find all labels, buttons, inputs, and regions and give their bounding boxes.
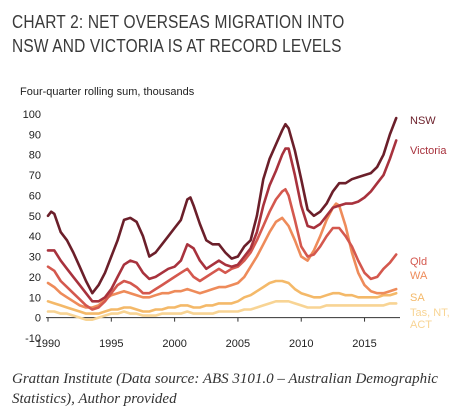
source-caption: Grattan Institute (Data source: ABS 3101… [12,371,438,407]
chart-title: CHART 2: NET OVERSEAS MIGRATION INTO NSW… [12,12,345,56]
y-tick-label: 90 [29,129,41,141]
x-tick-label: 1995 [99,338,123,350]
series-line-wa [46,202,398,309]
series-line-tas-nt-act [46,300,398,321]
x-tick-label: 2015 [352,338,376,350]
series-line-victoria [46,139,398,303]
y-tick-label: 100 [23,109,41,121]
y-tick-label: 80 [29,150,41,162]
y-tick-label: 20 [29,272,41,284]
x-tick-label: 2000 [162,338,186,350]
y-tick-label: 30 [29,252,41,264]
series-line-sa [46,279,398,315]
legend-label: Victoria [410,145,447,157]
chart-subtitle: Four-quarter rolling sum, thousands [20,86,195,98]
legend-label: ACT [410,319,432,331]
series-line-nsw [46,116,398,295]
y-tick-label: 50 [29,211,41,223]
y-tick-label: -10 [25,333,41,345]
y-tick-label: 70 [29,170,41,182]
series-line-qld [46,188,398,311]
y-tick-label: 40 [29,231,41,243]
x-tick-label: 1990 [36,338,60,350]
x-tick-label: 2010 [289,338,313,350]
legend-label: Tas, NT, [410,307,450,319]
legend-label: Qld [410,256,427,268]
legend-label: SA [410,292,425,304]
y-tick-label: 0 [35,313,41,325]
y-tick-label: 60 [29,190,41,202]
x-tick-label: 2005 [226,338,250,350]
y-tick-label: 10 [29,292,41,304]
legend-label: WA [410,270,428,282]
legend-label: NSW [410,115,436,127]
